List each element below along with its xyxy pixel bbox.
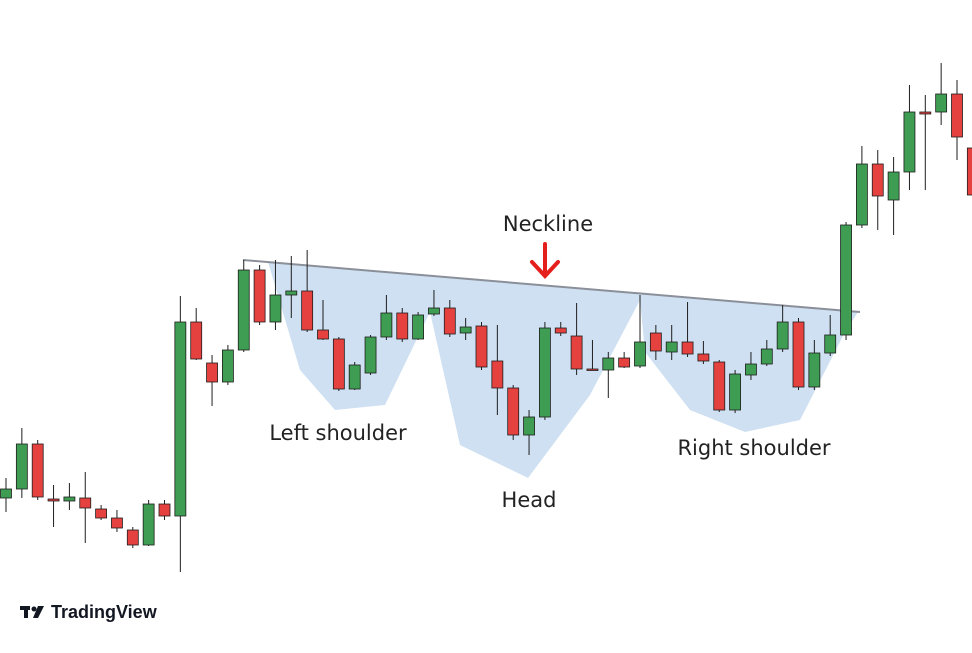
candle-body	[158, 503, 171, 517]
candle-body	[871, 163, 884, 197]
candle-body	[824, 334, 837, 354]
candle-body	[317, 329, 329, 340]
candle-body	[396, 312, 409, 340]
candle-body	[332, 338, 345, 390]
candle-body	[206, 362, 218, 383]
candle-body	[602, 357, 615, 371]
candle-body	[507, 387, 520, 436]
candle-body	[190, 321, 203, 360]
candle-body	[237, 269, 250, 351]
candle-body	[63, 496, 76, 502]
candle-body	[95, 508, 107, 519]
candle-body	[523, 416, 535, 436]
candle-body	[269, 294, 282, 323]
neckline-arrow	[530, 242, 560, 279]
candle-body	[428, 307, 440, 315]
candle-body	[79, 497, 92, 509]
candle-body	[348, 364, 361, 390]
candle-body	[126, 529, 139, 546]
candle-body	[697, 353, 710, 362]
candles	[0, 63, 972, 572]
candle-body	[887, 171, 900, 201]
candle-body	[586, 368, 599, 371]
candle-body	[919, 111, 932, 115]
candle-body	[760, 348, 773, 365]
candle-body	[776, 321, 789, 350]
candle-body	[792, 321, 805, 388]
candle-body	[491, 360, 504, 389]
candle-body	[966, 147, 972, 196]
candle-body	[253, 269, 266, 323]
annotation: Head	[502, 488, 557, 512]
candle-body	[856, 163, 868, 226]
candle-body	[443, 307, 456, 335]
candle-body	[681, 341, 694, 355]
candle-body	[142, 503, 155, 546]
candle-body	[554, 327, 567, 334]
annotation: Right shoulder	[677, 436, 830, 460]
candle-body	[285, 290, 298, 296]
candle-body	[713, 361, 726, 411]
candle-body	[301, 290, 314, 331]
candle-body	[539, 327, 551, 418]
candle-body	[935, 93, 948, 113]
candle-body	[47, 498, 60, 502]
candle-body	[111, 517, 123, 529]
candle-body	[31, 443, 44, 498]
candle-body	[808, 352, 821, 388]
logo-icon	[20, 606, 44, 618]
candle-body	[903, 111, 916, 173]
candle-body	[570, 335, 583, 370]
annotation: Neckline	[503, 212, 593, 236]
candle-body	[729, 373, 741, 411]
neckline	[242, 259, 861, 313]
candle-body	[649, 332, 662, 352]
logo-text: TradingView	[51, 602, 158, 622]
candle-body	[380, 312, 393, 338]
candle-body	[174, 321, 187, 517]
candle-body	[618, 357, 631, 368]
candle-body	[15, 443, 28, 490]
candle-body	[745, 363, 757, 376]
candle-body	[665, 341, 678, 353]
candle-body	[364, 336, 377, 374]
candle-body	[221, 349, 234, 383]
candle-body	[459, 326, 472, 334]
candle-body	[951, 93, 963, 138]
candle-body	[634, 341, 646, 367]
candle-body	[0, 488, 12, 499]
candle-body	[475, 325, 488, 368]
candle-body	[412, 314, 425, 340]
annotation: Left shoulder	[269, 421, 407, 445]
candle-body	[840, 224, 852, 336]
